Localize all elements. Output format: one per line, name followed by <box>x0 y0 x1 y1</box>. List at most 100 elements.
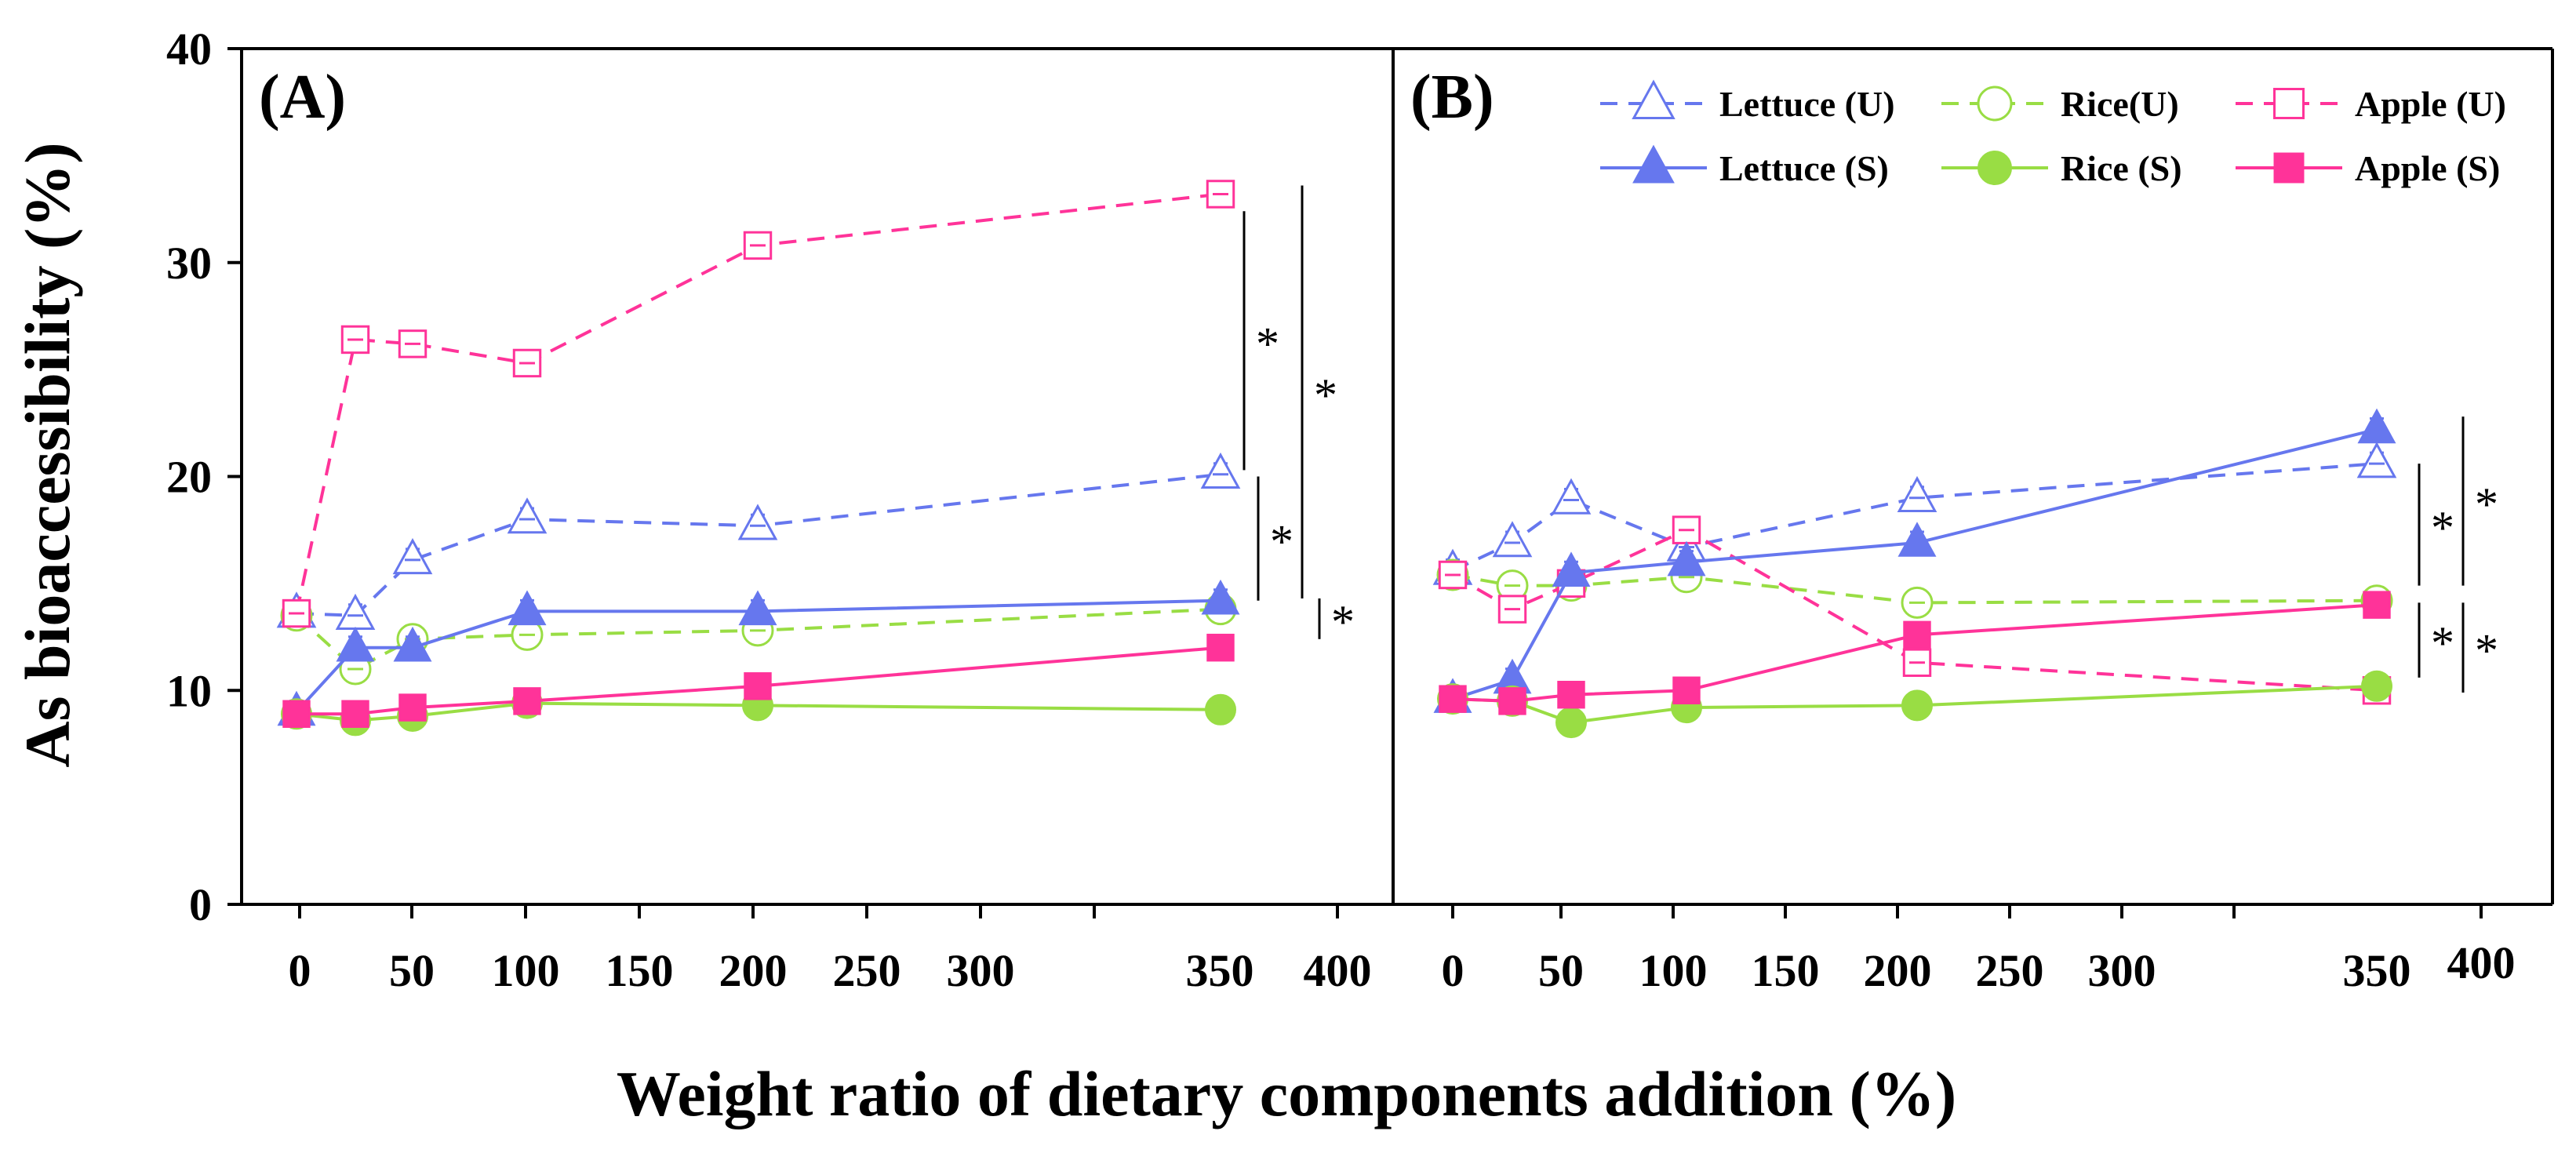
x-tick-label: 350 <box>1186 945 1254 996</box>
significance-star: * <box>1331 596 1355 648</box>
data-point <box>1901 689 1933 722</box>
data-point <box>507 497 548 534</box>
legend-marker <box>1632 79 1675 120</box>
data-point <box>513 687 541 715</box>
series-apple-u <box>282 180 1235 628</box>
data-point <box>2363 591 2391 619</box>
data-point <box>282 700 311 728</box>
x-tick-label: 300 <box>947 945 1015 996</box>
x-tick-label: 400 <box>1304 945 1372 996</box>
legend-item-rice-s: Rice (S) <box>1941 148 2182 188</box>
x-tick-label: 0 <box>1442 945 1464 996</box>
legend-item-lettuce-u: Lettuce (U) <box>1600 79 1895 124</box>
x-tick-label: 50 <box>1538 945 1584 996</box>
data-point <box>1206 633 1235 662</box>
data-point <box>1897 522 1937 557</box>
x-tick-label: 100 <box>1639 945 1708 996</box>
legend-marker <box>2273 152 2305 184</box>
x-tick-label: 200 <box>719 945 788 996</box>
y-axis-title: As bioaccessibility (%) <box>12 142 83 767</box>
data-point <box>2356 442 2397 478</box>
data-point <box>1557 680 1585 709</box>
data-point <box>393 626 432 662</box>
legend-label: Apple (S) <box>2355 148 2500 188</box>
legend-item-apple-s: Apple (S) <box>2236 148 2500 188</box>
data-point <box>1672 676 1701 704</box>
x-tick-label: 250 <box>833 945 901 996</box>
y-tick-label: 30 <box>166 238 212 289</box>
data-point <box>1439 685 1467 713</box>
data-point <box>1498 687 1526 715</box>
series-line <box>295 192 1221 614</box>
data-point <box>508 590 547 626</box>
y-tick-label: 40 <box>166 24 212 75</box>
data-point <box>1555 707 1587 739</box>
y-tick-label: 0 <box>189 879 212 930</box>
panel-a-series <box>276 180 1241 737</box>
series-line <box>1452 462 2378 573</box>
legend-marker <box>1977 85 2013 122</box>
significance-star: * <box>1314 369 1337 421</box>
legend-label: Lettuce (S) <box>1719 148 1889 188</box>
data-point <box>2361 670 2392 702</box>
legend-marker <box>1632 144 1675 184</box>
data-point <box>738 590 777 626</box>
legend-item-apple-u: Apple (U) <box>2236 84 2506 124</box>
legend-label: Apple (U) <box>2355 84 2506 124</box>
series-lettuce-u <box>1432 442 2397 585</box>
legend-label: Rice (S) <box>2061 148 2182 188</box>
series-line <box>296 472 1221 617</box>
legend-label: Lettuce (U) <box>1719 84 1895 124</box>
data-point <box>1902 648 1932 678</box>
data-point <box>1200 452 1241 489</box>
x-tick-label: 150 <box>606 945 674 996</box>
panel-b-series <box>1432 408 2397 739</box>
significance-star: * <box>2475 478 2498 530</box>
series-line <box>1452 573 2378 605</box>
x-axis-title: Weight ratio of dietary components addit… <box>617 1058 1956 1129</box>
data-point <box>1667 540 1706 576</box>
data-point <box>341 700 369 728</box>
x-tick-label: 50 <box>389 945 435 996</box>
x-tick-label: 200 <box>1864 945 1932 996</box>
x-tick-label: 300 <box>2088 945 2156 996</box>
significance-star: * <box>1270 516 1293 568</box>
chart-series <box>276 180 2397 739</box>
series-apple-s <box>1439 591 2391 715</box>
significance-star: * <box>2431 502 2454 554</box>
data-point <box>1897 475 1937 513</box>
y-tick-label: 10 <box>166 665 212 716</box>
data-point <box>1201 579 1240 615</box>
series-apple-s <box>282 633 1235 728</box>
x-tick-label: 0 <box>289 945 311 996</box>
y-tick-label: 20 <box>166 452 212 503</box>
panel-label-a: (A) <box>259 63 346 132</box>
data-point <box>1551 478 1592 515</box>
x-tick-label: 400 <box>2447 937 2516 988</box>
data-point <box>1552 551 1591 587</box>
data-point <box>398 693 427 722</box>
data-point <box>1205 693 1236 726</box>
legend-label: Rice(U) <box>2061 84 2179 124</box>
legend-marker <box>1977 151 2012 185</box>
data-point <box>336 626 375 662</box>
x-tick-label: 350 <box>2343 945 2411 996</box>
x-tick-label: 150 <box>1752 945 1820 996</box>
legend-item-rice-u: Rice(U) <box>1941 84 2179 124</box>
significance-star: * <box>2431 617 2454 669</box>
x-tick-label: 100 <box>492 945 560 996</box>
significance-star: * <box>2475 625 2498 677</box>
chart-annotations: (A) (B) * * * * * * * * Lettuce (U) Rice(U) Apple (U… <box>259 63 2506 693</box>
chart-legend: Lettuce (U) Rice(U) Apple (U) Lettuce (S) Ri… <box>1600 79 2506 188</box>
data-point <box>2357 408 2396 444</box>
data-point <box>1903 620 1931 649</box>
data-point <box>335 593 376 631</box>
data-point <box>737 504 778 540</box>
legend-marker <box>2273 88 2305 119</box>
data-point <box>1492 521 1533 558</box>
significance-star: * <box>1256 318 1279 369</box>
data-point <box>744 672 772 700</box>
legend-item-lettuce-s: Lettuce (S) <box>1600 144 1889 188</box>
